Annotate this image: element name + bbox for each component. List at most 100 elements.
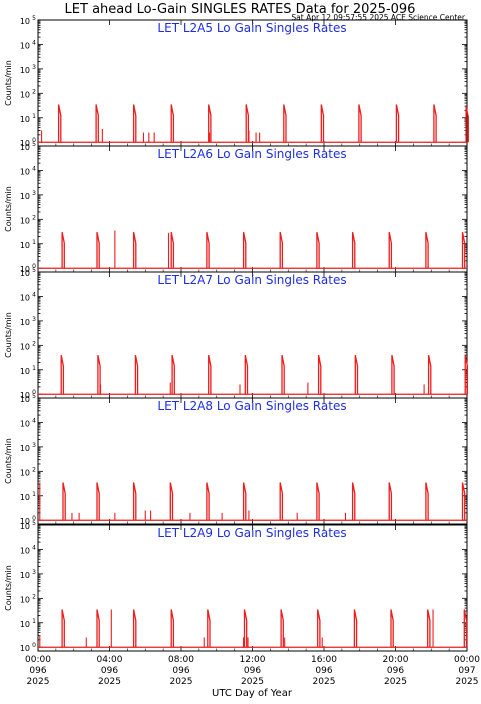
y-tick-label-exponent: 3	[32, 316, 36, 323]
panel-frame	[37, 524, 468, 652]
y-tick-label: 10	[20, 41, 30, 50]
y-tick-label: 10	[20, 265, 30, 274]
series-burst	[96, 231, 100, 269]
series-burst	[206, 231, 210, 269]
y-tick-label-exponent: 5	[32, 141, 36, 148]
x-tick-label-year: 2025	[27, 677, 50, 687]
series-burst	[354, 354, 359, 395]
x-axis: 00:00096202504:00096202508:00096202512:0…	[25, 655, 480, 687]
y-tick-label: 10	[20, 192, 30, 201]
y-axis-label: Counts/min	[4, 565, 13, 611]
x-tick-label-doy: 096	[101, 666, 118, 676]
series-burst	[433, 104, 437, 143]
series-burst	[95, 104, 99, 143]
y-tick-label-exponent: 2	[32, 466, 36, 473]
x-tick-label-time: 16:00	[311, 655, 337, 665]
series-burst	[320, 104, 325, 143]
y-tick-label: 10	[20, 269, 30, 278]
series-burst	[425, 231, 429, 269]
y-tick-label: 10	[20, 395, 30, 404]
y-tick-label: 10	[20, 66, 30, 75]
panel-title: LET L2A8 Lo Gain Singles Rates	[157, 399, 346, 413]
y-tick-label-exponent: 0	[32, 642, 36, 649]
y-axis-label: Counts/min	[4, 186, 13, 232]
series-burst	[134, 354, 139, 395]
series-burst	[464, 354, 469, 395]
series-burst	[465, 105, 469, 143]
chart-title: LET ahead Lo-Gain SINGLES RATES Data for…	[65, 2, 416, 17]
y-tick-label: 10	[20, 17, 30, 26]
y-tick-label: 10	[20, 644, 30, 653]
x-tick-label-doy: 096	[172, 666, 189, 676]
y-tick-label: 10	[20, 90, 30, 99]
y-tick-label-exponent: 5	[32, 15, 36, 22]
chart-subtitle: Sat Apr 12 09:57:55 2025 ACE Science Cen…	[291, 13, 465, 22]
y-tick-label: 10	[20, 522, 30, 531]
x-tick-label-time: 00:00	[25, 655, 51, 665]
y-tick-label-exponent: 2	[32, 214, 36, 221]
series-burst	[61, 231, 65, 269]
y-tick-label: 10	[20, 517, 30, 526]
x-tick-label-time: 08:00	[168, 655, 194, 665]
series-burst	[280, 609, 284, 648]
series-burst	[208, 104, 212, 143]
series-burst	[96, 482, 100, 521]
series-burst	[388, 231, 393, 269]
y-tick-label-exponent: 0	[32, 389, 36, 396]
y-tick-label: 10	[20, 216, 30, 225]
x-tick-label-time: 00:00	[454, 655, 480, 665]
y-tick-label-exponent: 4	[32, 544, 36, 551]
y-tick-label: 10	[20, 468, 30, 477]
series-burst	[243, 609, 248, 648]
x-tick-label-year: 2025	[98, 677, 121, 687]
series-burst	[206, 482, 210, 521]
series-burst	[317, 354, 322, 395]
panel-title: LET L2A6 Lo Gain Singles Rates	[157, 147, 346, 161]
x-tick-label-year: 2025	[384, 677, 407, 687]
series-burst	[132, 609, 137, 648]
series-burst	[279, 482, 284, 521]
y-tick-label-exponent: 1	[32, 239, 36, 246]
y-tick-label: 10	[20, 546, 30, 555]
y-tick-label-exponent: 2	[32, 593, 36, 600]
y-tick-label-exponent: 4	[32, 291, 36, 298]
series-burst	[390, 609, 394, 648]
panel-frame	[37, 19, 468, 147]
y-tick-label: 10	[20, 419, 30, 428]
x-tick-label-time: 04:00	[97, 655, 123, 665]
y-tick-label-exponent: 1	[32, 491, 36, 498]
y-tick-label: 10	[20, 342, 30, 351]
x-tick-label-time: 12:00	[240, 655, 266, 665]
x-tick-label-doy: 097	[458, 666, 475, 676]
y-tick-label-exponent: 4	[32, 165, 36, 172]
series-burst	[207, 609, 211, 648]
series-burst	[244, 354, 249, 395]
y-tick-label-exponent: 1	[32, 618, 36, 625]
series-burst	[427, 609, 431, 648]
panel-frame	[37, 397, 468, 525]
y-tick-label-exponent: 2	[32, 340, 36, 347]
y-tick-label-exponent: 0	[32, 515, 36, 522]
x-tick-label-year: 2025	[241, 677, 264, 687]
series-burst	[169, 482, 174, 521]
y-tick-label-exponent: 5	[32, 267, 36, 274]
y-axis-label: Counts/min	[4, 60, 13, 106]
series-burst	[132, 231, 137, 269]
series-burst	[242, 482, 247, 521]
series-burst	[62, 482, 66, 521]
y-tick-label: 10	[20, 444, 30, 453]
y-tick-label: 10	[20, 139, 30, 148]
y-tick-label-exponent: 5	[32, 520, 36, 527]
y-axis-label: Counts/min	[4, 438, 13, 484]
x-tick-label-doy: 096	[29, 666, 46, 676]
y-tick-label-exponent: 0	[32, 263, 36, 270]
x-tick-label-time: 20:00	[383, 655, 409, 665]
y-tick-label: 10	[20, 391, 30, 400]
series-burst	[96, 609, 100, 648]
series-burst	[461, 231, 466, 269]
